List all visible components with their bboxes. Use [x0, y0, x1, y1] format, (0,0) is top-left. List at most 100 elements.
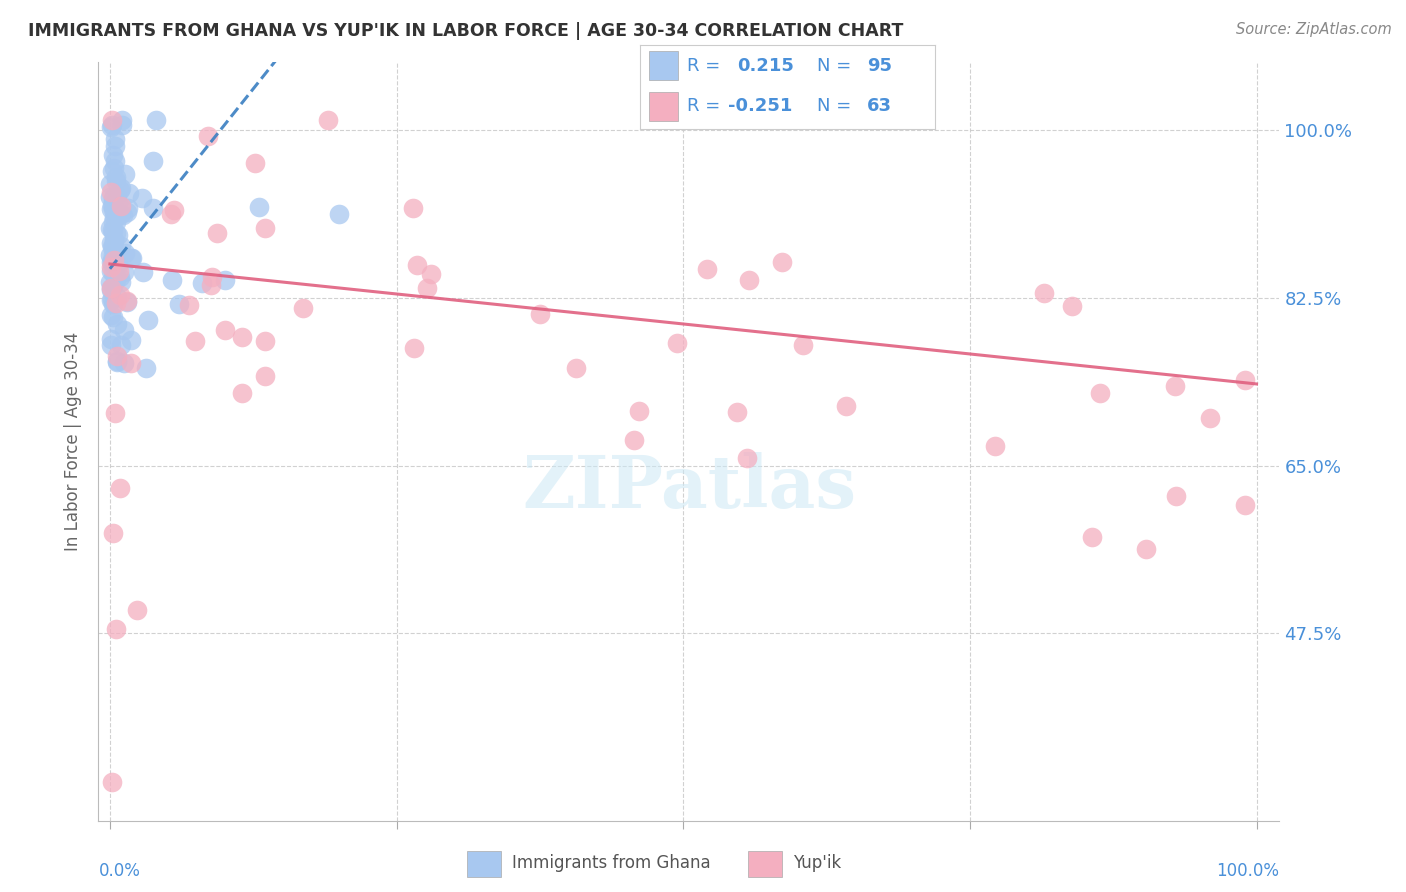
Point — [100, 283, 122, 297]
Point — [291, 301, 314, 315]
Point — [167, 297, 190, 311]
Point — [108, 269, 131, 284]
Point — [104, 138, 127, 153]
Point — [163, 203, 186, 218]
Point — [627, 404, 650, 418]
Point — [103, 234, 125, 248]
Point — [107, 196, 129, 211]
Bar — [748, 851, 782, 877]
Point — [101, 266, 124, 280]
Text: N =: N = — [817, 97, 856, 115]
Point — [105, 354, 128, 368]
Point — [114, 246, 136, 260]
Bar — [648, 52, 678, 80]
Point — [231, 330, 253, 344]
Point — [118, 186, 141, 200]
Point — [105, 215, 128, 229]
Point — [105, 349, 128, 363]
Point — [406, 258, 429, 272]
Point — [100, 308, 122, 322]
Point — [214, 273, 236, 287]
Point — [112, 208, 135, 222]
Point — [120, 251, 142, 265]
Point — [770, 254, 793, 268]
Point — [100, 248, 122, 262]
Point — [100, 775, 122, 789]
Point — [190, 276, 212, 290]
Point — [100, 221, 122, 235]
Point — [623, 434, 645, 448]
Point — [101, 248, 124, 262]
Point — [253, 334, 276, 349]
Point — [107, 228, 129, 243]
Point — [105, 269, 128, 284]
Point — [100, 202, 122, 217]
Point — [1164, 490, 1187, 504]
Point — [121, 251, 143, 265]
Point — [105, 169, 128, 184]
Point — [101, 148, 124, 162]
Point — [100, 255, 122, 269]
Point — [1090, 385, 1112, 400]
Text: -0.251: -0.251 — [728, 97, 793, 115]
Point — [100, 338, 122, 352]
Point — [565, 360, 588, 375]
Point — [100, 280, 122, 294]
Point — [136, 313, 159, 327]
Point — [110, 181, 132, 195]
Point — [104, 622, 127, 636]
Point — [103, 233, 125, 247]
Text: 0.0%: 0.0% — [98, 863, 141, 880]
Point — [111, 119, 134, 133]
Point — [112, 356, 135, 370]
Text: ZIPatlas: ZIPatlas — [522, 451, 856, 523]
Point — [108, 481, 131, 495]
Point — [110, 239, 132, 253]
Point — [402, 341, 425, 355]
Point — [100, 275, 122, 289]
Text: IMMIGRANTS FROM GHANA VS YUP'IK IN LABOR FORCE | AGE 30-34 CORRELATION CHART: IMMIGRANTS FROM GHANA VS YUP'IK IN LABOR… — [28, 22, 904, 40]
Point — [108, 288, 131, 302]
Point — [115, 295, 138, 310]
Point — [100, 260, 122, 274]
Point — [101, 224, 124, 238]
Point — [101, 164, 124, 178]
Point — [104, 153, 127, 168]
Point — [177, 298, 200, 312]
Point — [111, 113, 134, 128]
Point — [105, 355, 128, 369]
Point — [104, 132, 127, 146]
Point — [105, 318, 128, 332]
Point — [104, 174, 127, 188]
Point — [110, 275, 132, 289]
Point — [197, 129, 219, 144]
Point — [1163, 378, 1185, 392]
Point — [101, 198, 124, 212]
Point — [1199, 411, 1222, 425]
Point — [103, 525, 125, 540]
Point — [142, 154, 165, 169]
Point — [253, 369, 276, 384]
Point — [131, 191, 153, 205]
Point — [135, 361, 157, 376]
Point — [103, 202, 125, 216]
Point — [101, 292, 124, 306]
Y-axis label: In Labor Force | Age 30-34: In Labor Force | Age 30-34 — [65, 332, 83, 551]
Point — [160, 207, 183, 221]
Point — [101, 113, 124, 128]
Point — [984, 439, 1007, 453]
Point — [101, 192, 124, 206]
Point — [108, 183, 131, 197]
Point — [103, 202, 125, 217]
Text: R =: R = — [688, 97, 725, 115]
Point — [101, 215, 124, 229]
Point — [738, 272, 761, 286]
Point — [1033, 285, 1056, 300]
Point — [100, 223, 122, 237]
Text: 100.0%: 100.0% — [1216, 863, 1279, 880]
Point — [1233, 498, 1256, 512]
Bar — [467, 851, 501, 877]
Point — [416, 281, 439, 295]
Point — [100, 264, 122, 278]
Point — [104, 406, 127, 420]
